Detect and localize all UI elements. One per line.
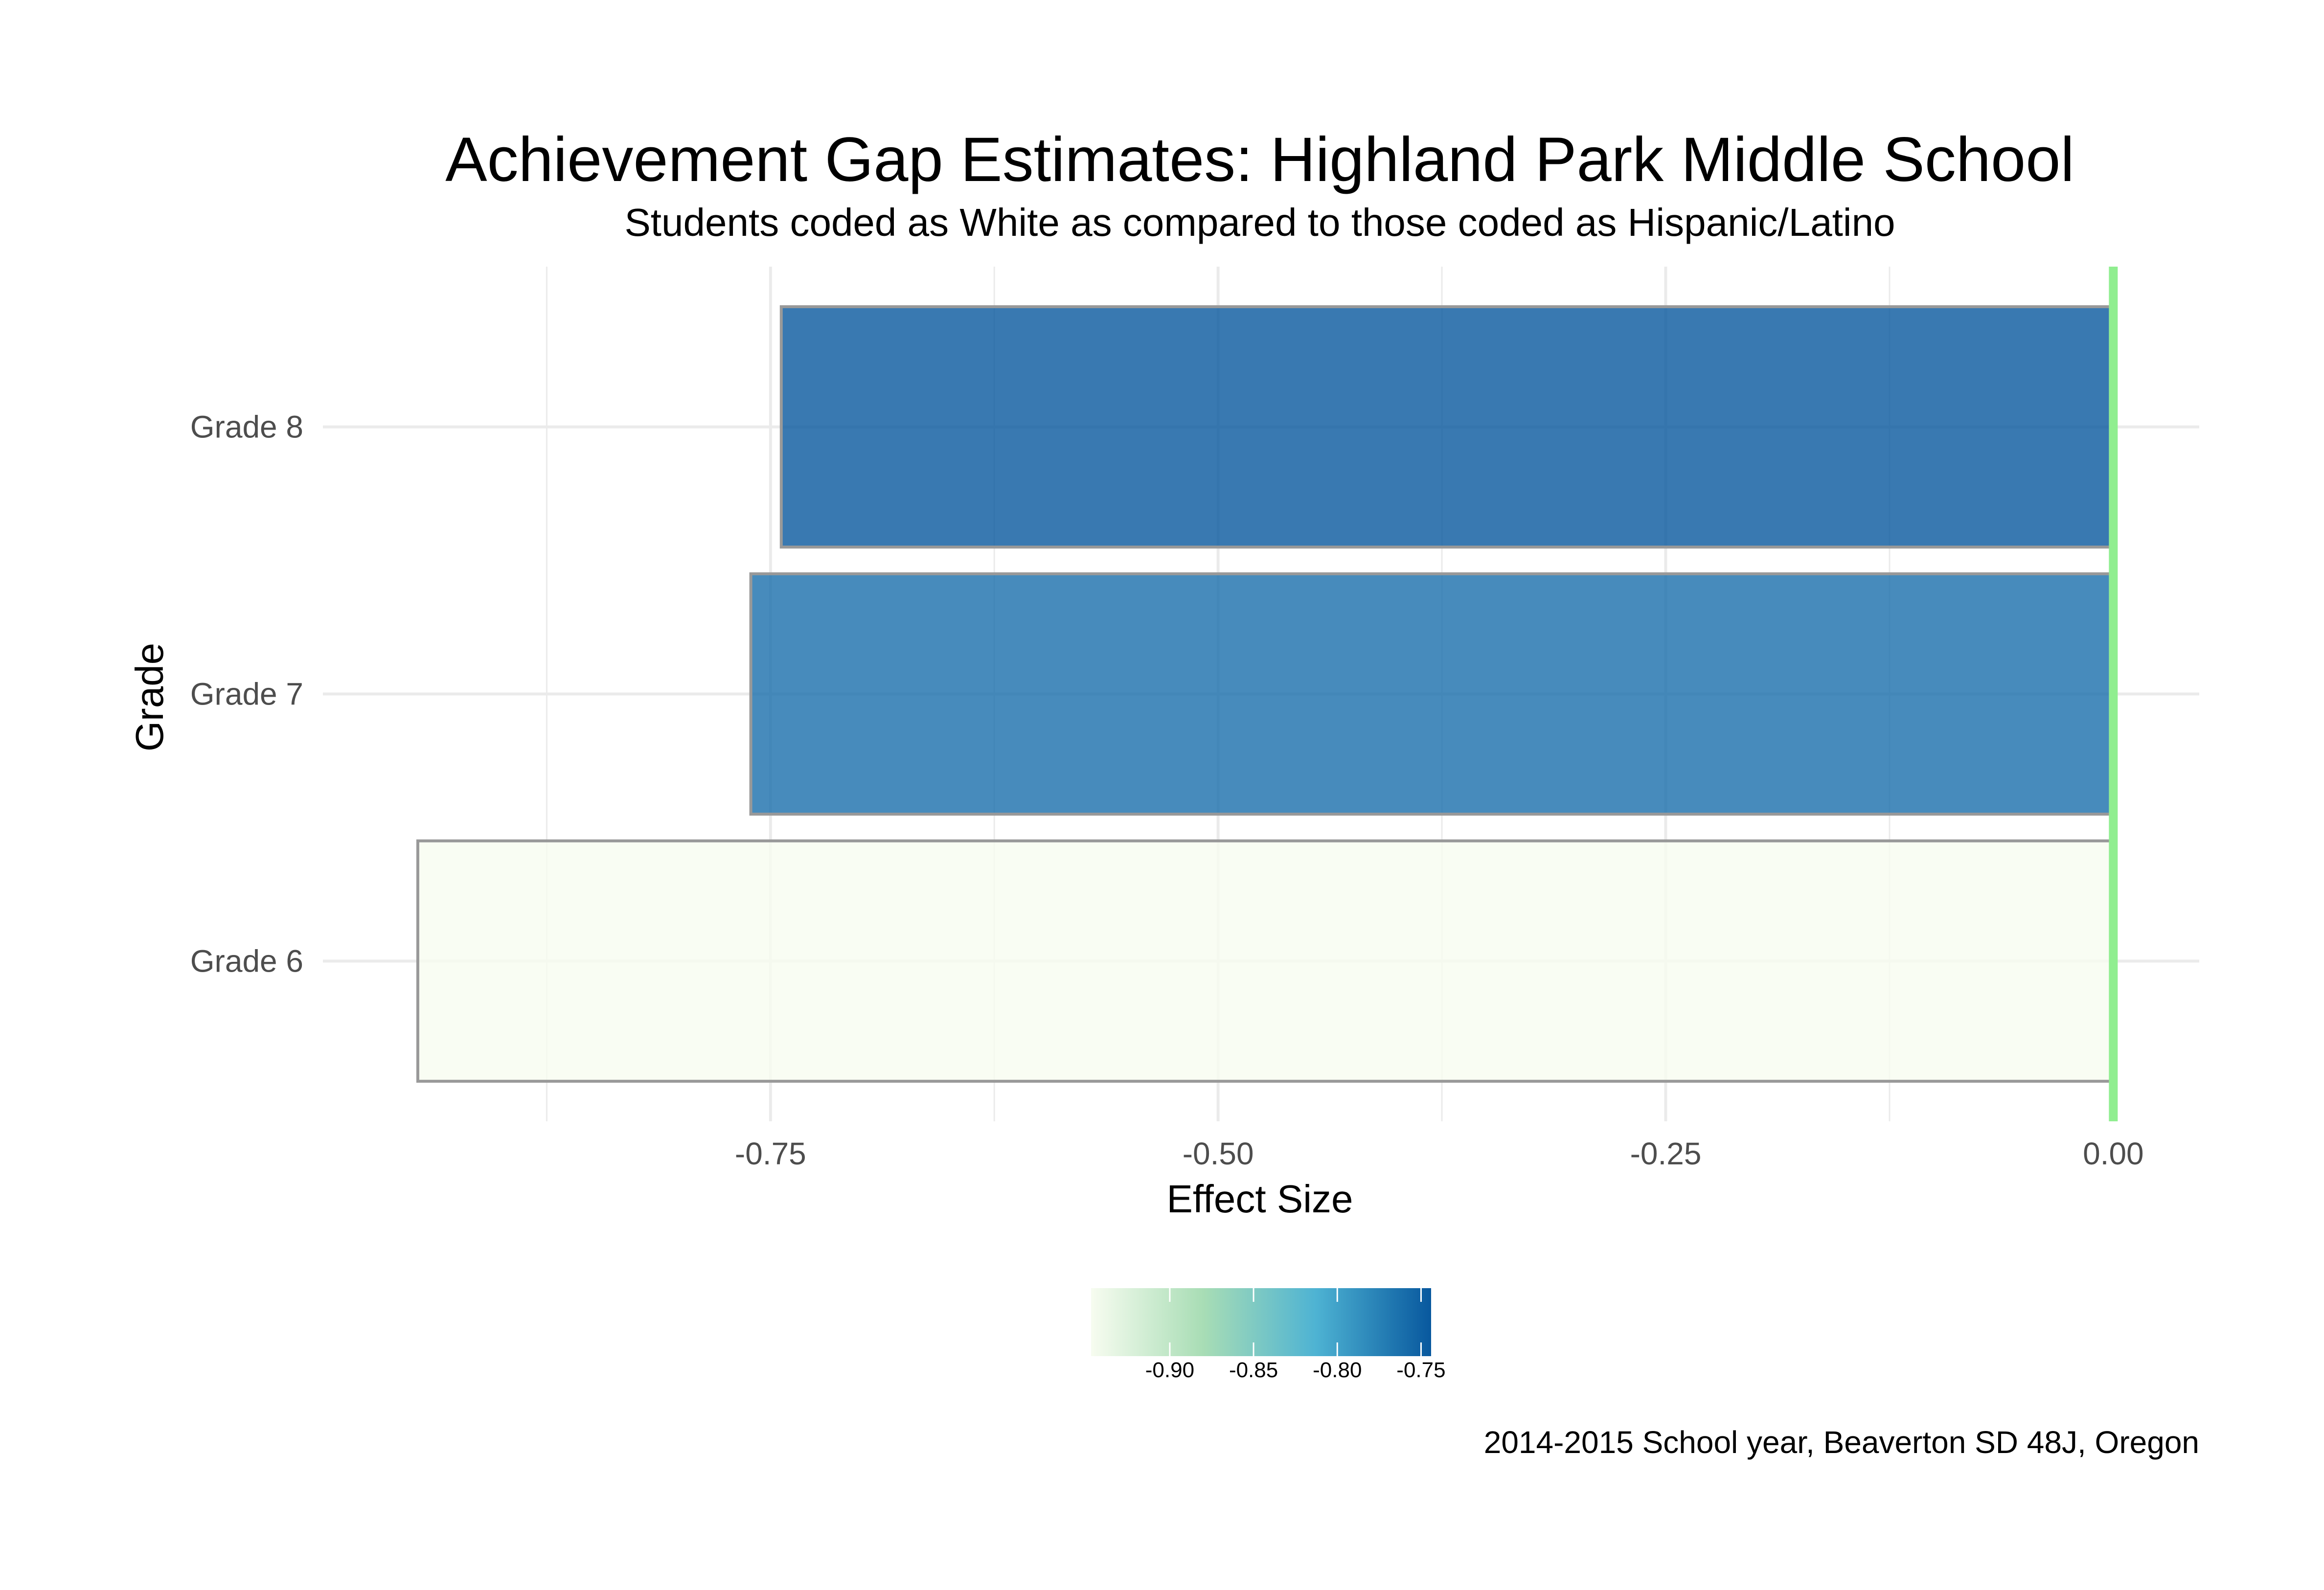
x-axis-ticks: -0.75 -0.50 -0.25 0.00 <box>735 1136 2144 1171</box>
x-tick-label: -0.75 <box>735 1136 806 1171</box>
y-tick-label: Grade 7 <box>190 677 303 712</box>
bars <box>416 305 2115 1083</box>
bar-grade-6 <box>416 839 2115 1083</box>
legend-colorbar <box>1091 1288 1431 1356</box>
legend-tick-label: -0.75 <box>1396 1358 1445 1382</box>
legend-tick-label: -0.90 <box>1145 1358 1194 1382</box>
legend-tick-label: -0.80 <box>1313 1358 1362 1382</box>
chart-title: Achievement Gap Estimates: Highland Park… <box>445 125 2074 195</box>
x-axis-title: Effect Size <box>1167 1177 1353 1221</box>
legend-tick-label: -0.85 <box>1229 1358 1278 1382</box>
y-tick-label: Grade 6 <box>190 943 303 978</box>
chart-subtitle: Students coded as White as compared to t… <box>624 201 1895 244</box>
x-tick-label: 0.00 <box>2083 1136 2144 1171</box>
bar-grade-7 <box>749 572 2115 816</box>
y-axis-ticks: Grade 6 Grade 7 Grade 8 <box>190 409 303 979</box>
chart-caption: 2014-2015 School year, Beaverton SD 48J,… <box>1484 1425 2199 1460</box>
legend: -0.90 -0.85 -0.80 -0.75 <box>1091 1288 1446 1382</box>
x-tick-label: -0.50 <box>1183 1136 1254 1171</box>
y-tick-label: Grade 8 <box>190 409 303 445</box>
bar-grade-8 <box>779 305 2115 549</box>
x-tick-label: -0.25 <box>1630 1136 1702 1171</box>
y-axis-title: Grade <box>128 643 171 751</box>
